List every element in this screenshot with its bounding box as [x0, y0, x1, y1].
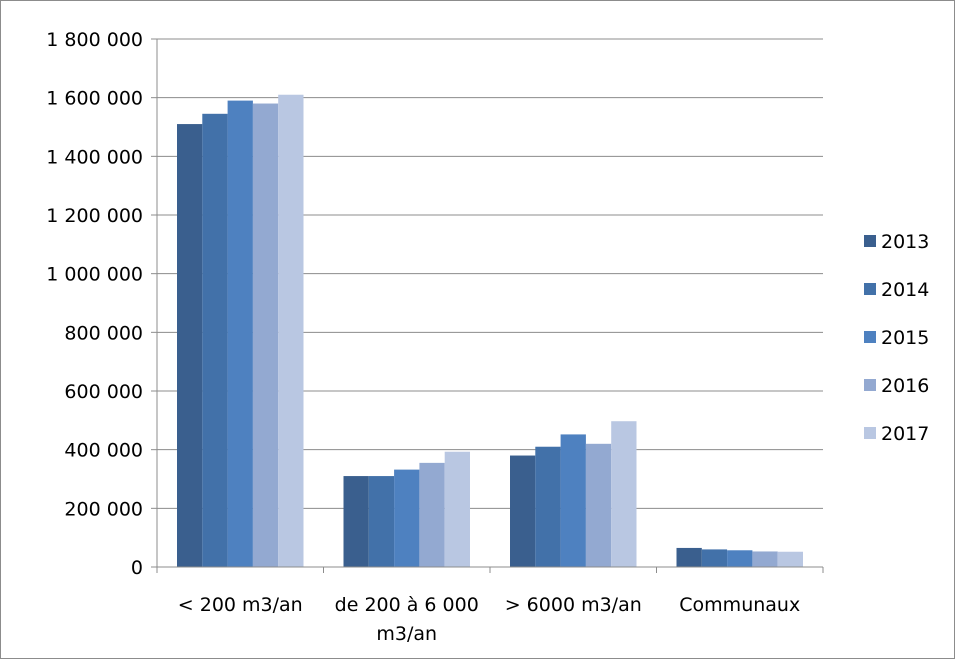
legend-label-2014: 2014 — [881, 279, 929, 301]
bars — [177, 94, 803, 568]
bar-2015-2 — [560, 434, 586, 567]
bar-2016-1 — [419, 462, 445, 567]
y-tick-label: 200 000 — [64, 498, 143, 520]
y-tick-label: 1 200 000 — [46, 205, 143, 227]
legend-swatch-2017 — [864, 427, 876, 439]
bar-2014-3 — [701, 549, 728, 567]
legend-label-2013: 2013 — [881, 231, 929, 253]
bar-2013-1 — [343, 476, 369, 567]
bar-2013-3 — [676, 547, 702, 567]
bar-2013-0 — [177, 124, 203, 568]
legend: 2013 2014 2015 2016 2017 — [864, 231, 929, 445]
bar-2016-0 — [252, 103, 279, 568]
legend-swatch-2014 — [864, 283, 876, 295]
bar-2013-2 — [510, 455, 536, 567]
bar-2015-0 — [227, 100, 253, 567]
bar-2017-0 — [278, 94, 304, 567]
bar-2017-3 — [777, 551, 803, 567]
bar-2015-3 — [727, 550, 753, 567]
legend-label-2017: 2017 — [881, 423, 929, 445]
legend-swatch-2016 — [864, 379, 876, 391]
y-tick-label: 600 000 — [64, 381, 143, 403]
bar-2017-1 — [444, 451, 470, 567]
legend-label-2015: 2015 — [881, 327, 929, 349]
y-tick-label: 0 — [131, 557, 143, 579]
legend-swatch-2013 — [864, 235, 876, 247]
bar-2014-2 — [535, 446, 561, 567]
x-category-label: < 200 m3/an — [178, 594, 303, 616]
y-tick-label: 1 800 000 — [46, 29, 143, 51]
y-tick-label: 1 400 000 — [46, 146, 143, 168]
y-axis-tick-labels: 0 200 000 400 000 600 000 800 000 1 000 000 1 … — [46, 29, 143, 579]
y-tick-label: 1 000 000 — [46, 264, 143, 286]
bar-2016-2 — [585, 443, 612, 567]
bar-2014-0 — [202, 113, 228, 568]
legend-swatch-2015 — [864, 331, 876, 343]
bar-2014-1 — [368, 476, 395, 567]
y-tick-label: 400 000 — [64, 440, 143, 462]
axes — [151, 38, 824, 573]
x-category-label: de 200 à 6 000 — [335, 594, 479, 616]
x-category-label: Communaux — [679, 594, 800, 616]
bar-2015-1 — [394, 469, 420, 567]
x-axis-category-labels: < 200 m3/an de 200 à 6 000 m3/an > 6000 m3/… — [178, 594, 800, 645]
x-category-label: m3/an — [376, 623, 437, 645]
x-category-label: > 6000 m3/an — [505, 594, 642, 616]
y-tick-label: 800 000 — [64, 322, 143, 344]
y-tick-label: 1 600 000 — [46, 88, 143, 110]
bar-2017-2 — [611, 421, 637, 567]
legend-label-2016: 2016 — [881, 375, 929, 397]
bar-2016-3 — [752, 551, 778, 567]
